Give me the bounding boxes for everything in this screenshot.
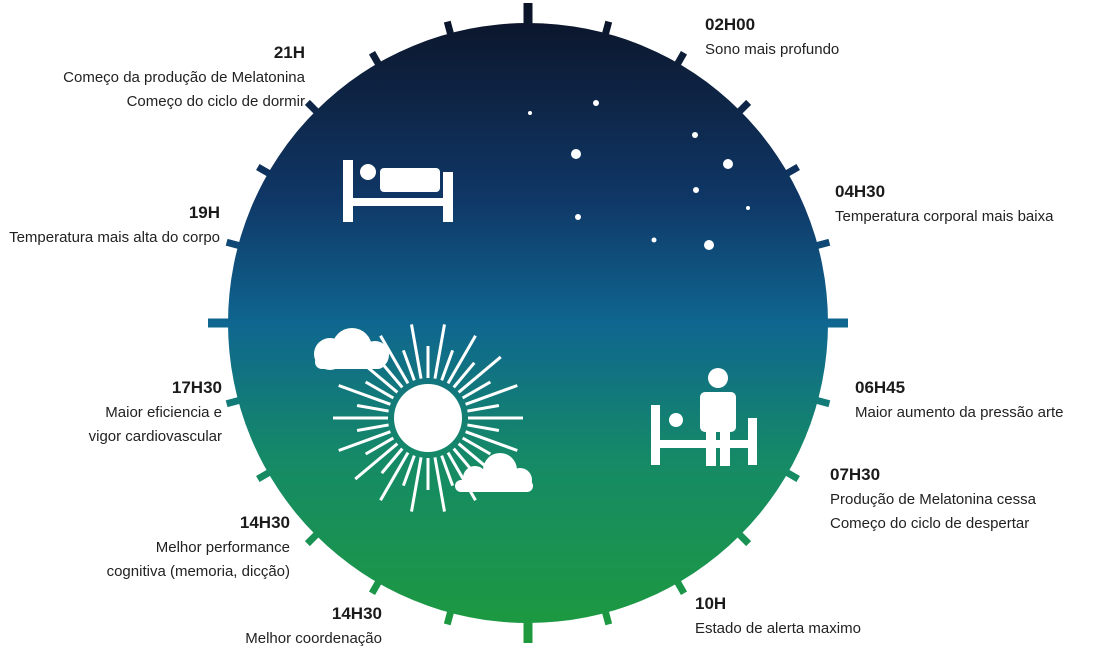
page: 02H00 Sono mais profundo 21H Começo da prod… [0, 0, 1096, 649]
description: cognitiva (memoria, dicção) [107, 563, 290, 580]
time-label: 02H00 [705, 15, 755, 34]
description: Melhor coordenação [245, 630, 382, 647]
description: Melhor performance [156, 539, 290, 556]
time-label: 14H30 [240, 513, 290, 532]
description: Temperatura corporal mais baixa [835, 208, 1054, 225]
description: Maior eficiencia e [105, 404, 222, 421]
description: Sono mais profundo [705, 41, 839, 58]
description: Temperatura mais alta do corpo [9, 229, 220, 246]
time-label: 14H30 [332, 604, 382, 623]
time-label: 10H [695, 594, 726, 613]
description: Começo da produção de Melatonina [63, 69, 305, 86]
time-label: 06H45 [855, 378, 905, 397]
description: Começo do ciclo de dormir [127, 93, 305, 110]
time-label: 21H [274, 43, 305, 62]
description: Maior aumento da pressão arte [855, 404, 1063, 421]
description: Produção de Melatonina cessa [830, 491, 1037, 508]
time-label: 04H30 [835, 182, 885, 201]
time-label: 17H30 [172, 378, 222, 397]
description: Começo do ciclo de despertar [830, 515, 1029, 532]
time-label: 19H [189, 203, 220, 222]
description: Estado de alerta maximo [695, 620, 861, 637]
description: vigor cardiovascular [89, 428, 222, 445]
clock-diagram: 02H00 Sono mais profundo 21H Começo da prod… [0, 0, 1096, 649]
time-label: 07H30 [830, 465, 880, 484]
